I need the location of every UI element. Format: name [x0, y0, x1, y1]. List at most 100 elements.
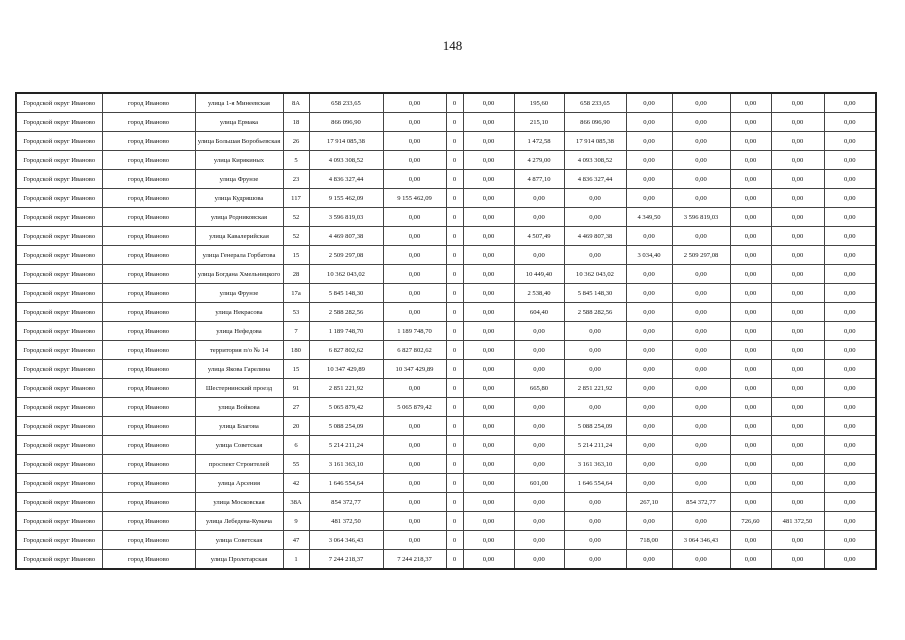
cell-house-number: 42 — [282, 473, 310, 493]
cell-cost-col-2: 0,00 — [462, 340, 515, 360]
cell-cost-6: 0,00 — [823, 264, 877, 284]
cell-count-col: 0 — [445, 264, 464, 284]
cell-city: город Иваново — [101, 511, 196, 531]
cell-house-number: 18 — [282, 112, 310, 132]
cell-cost-4: 0,00 — [671, 112, 731, 132]
table-row: Городской округ Иваново город Иваново улиц… — [15, 188, 877, 208]
cell-area-1: 0,00 — [513, 511, 565, 531]
cell-area-3: 0,00 — [729, 397, 772, 417]
cell-cost-4: 0,00 — [671, 302, 731, 322]
cell-cost-col-2: 0,00 — [462, 283, 515, 303]
table-row: Городской округ Иваново город Иваново улиц… — [15, 131, 877, 151]
cell-area-1: 4 279,00 — [513, 150, 565, 170]
cell-count-col: 0 — [445, 169, 464, 189]
table-row: Городской округ Иваново город Иваново улиц… — [15, 492, 877, 512]
table-row: Городской округ Иваново город Иваново улиц… — [15, 207, 877, 227]
cell-total-cost: 866 096,90 — [308, 112, 384, 132]
cell-cost-col-2: 0,00 — [462, 131, 515, 151]
cell-city: город Иваново — [101, 321, 196, 341]
cell-area-2: 0,00 — [625, 378, 673, 398]
cell-cost-6: 0,00 — [823, 416, 877, 436]
table-row: Городской округ Иваново город Иваново улиц… — [15, 264, 877, 284]
cell-cost-col-1: 0,00 — [382, 378, 447, 398]
table-row: Городской округ Иваново город Иваново улиц… — [15, 530, 877, 550]
table-row: Городской округ Иваново город Иваново улиц… — [15, 473, 877, 493]
cell-cost-col-1: 0,00 — [382, 150, 447, 170]
cell-area-2: 0,00 — [625, 169, 673, 189]
cell-cost-4: 0,00 — [671, 264, 731, 284]
cell-house-number: 28 — [282, 264, 310, 284]
cell-cost-6: 0,00 — [823, 302, 877, 322]
cell-area-1: 0,00 — [513, 454, 565, 474]
cell-cost-3: 866 096,90 — [563, 112, 627, 132]
cell-street: улица Благова — [194, 416, 284, 436]
cell-cost-3: 658 233,65 — [563, 92, 627, 113]
cell-area-3: 0,00 — [729, 131, 772, 151]
cell-cost-5: 0,00 — [770, 492, 825, 512]
cell-cost-3: 2 851 221,92 — [563, 378, 627, 398]
cell-total-cost: 10 362 043,02 — [308, 264, 384, 284]
cell-municipality: Городской округ Иваново — [15, 511, 103, 531]
cell-cost-5: 0,00 — [770, 245, 825, 265]
cell-count-col: 0 — [445, 511, 464, 531]
cell-cost-6: 0,00 — [823, 92, 877, 113]
cell-street: улица Нефедова — [194, 321, 284, 341]
cell-cost-col-2: 0,00 — [462, 397, 515, 417]
cell-house-number: 52 — [282, 207, 310, 227]
cell-cost-col-1: 1 189 748,70 — [382, 321, 447, 341]
cell-cost-3: 4 469 807,38 — [563, 226, 627, 246]
cell-total-cost: 4 836 327,44 — [308, 169, 384, 189]
cell-area-3: 0,00 — [729, 454, 772, 474]
cell-municipality: Городской округ Иваново — [15, 378, 103, 398]
cell-cost-col-1: 6 827 802,62 — [382, 340, 447, 360]
cell-cost-5: 481 372,50 — [770, 511, 825, 531]
cell-total-cost: 658 233,65 — [308, 92, 384, 113]
cell-area-3: 0,00 — [729, 549, 772, 570]
cell-area-2: 3 034,40 — [625, 245, 673, 265]
cell-cost-4: 0,00 — [671, 359, 731, 379]
cell-cost-6: 0,00 — [823, 283, 877, 303]
cell-house-number: 52 — [282, 226, 310, 246]
table-row: Городской округ Иваново город Иваново улиц… — [15, 92, 877, 113]
cell-count-col: 0 — [445, 188, 464, 208]
cell-cost-6: 0,00 — [823, 397, 877, 417]
cell-area-1: 604,40 — [513, 302, 565, 322]
cell-municipality: Городской округ Иваново — [15, 549, 103, 570]
cell-area-1: 10 449,40 — [513, 264, 565, 284]
cell-area-3: 0,00 — [729, 226, 772, 246]
cell-total-cost: 10 347 429,89 — [308, 359, 384, 379]
cell-cost-6: 0,00 — [823, 131, 877, 151]
cell-cost-4: 0,00 — [671, 340, 731, 360]
cell-street: улица Родниковская — [194, 207, 284, 227]
cell-street: улица Кирякиных — [194, 150, 284, 170]
cell-cost-4: 0,00 — [671, 226, 731, 246]
cell-cost-col-1: 0,00 — [382, 131, 447, 151]
cell-municipality: Городской округ Иваново — [15, 530, 103, 550]
cell-area-3: 0,00 — [729, 378, 772, 398]
table-row: Городской округ Иваново город Иваново улиц… — [15, 169, 877, 189]
cell-cost-col-2: 0,00 — [462, 378, 515, 398]
cell-cost-3: 0,00 — [563, 397, 627, 417]
cell-cost-col-2: 0,00 — [462, 321, 515, 341]
table-row: Городской округ Иваново город Иваново улиц… — [15, 150, 877, 170]
cell-street: улица Фрунзе — [194, 283, 284, 303]
cell-city: город Иваново — [101, 416, 196, 436]
cell-cost-6: 0,00 — [823, 207, 877, 227]
cell-city: город Иваново — [101, 226, 196, 246]
cell-area-2: 0,00 — [625, 473, 673, 493]
cell-cost-col-1: 0,00 — [382, 264, 447, 284]
cell-city: город Иваново — [101, 378, 196, 398]
cell-area-1: 1 472,58 — [513, 131, 565, 151]
cell-area-3: 0,00 — [729, 416, 772, 436]
cell-city: город Иваново — [101, 530, 196, 550]
cell-municipality: Городской округ Иваново — [15, 473, 103, 493]
table-row: Городской округ Иваново город Иваново улиц… — [15, 549, 877, 570]
cell-cost-3: 5 214 211,24 — [563, 435, 627, 455]
cell-cost-4: 0,00 — [671, 511, 731, 531]
cell-cost-4: 2 509 297,08 — [671, 245, 731, 265]
cell-house-number: 53 — [282, 302, 310, 322]
cell-area-1: 601,00 — [513, 473, 565, 493]
cell-cost-col-2: 0,00 — [462, 112, 515, 132]
cell-area-3: 0,00 — [729, 169, 772, 189]
cell-total-cost: 854 372,77 — [308, 492, 384, 512]
